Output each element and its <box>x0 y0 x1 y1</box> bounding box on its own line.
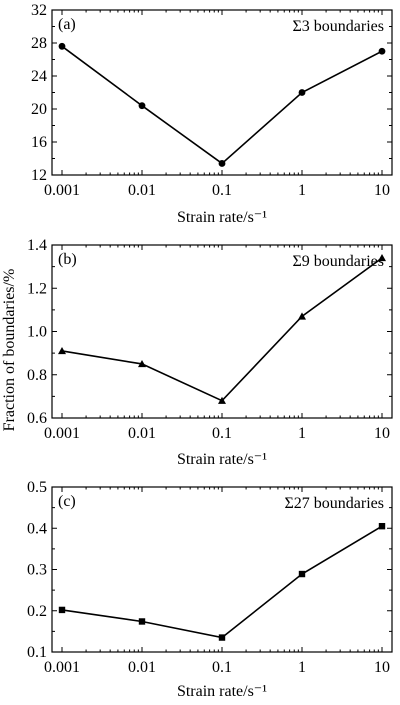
x-tick-label: 10 <box>374 425 390 442</box>
y-tick-label: 1.2 <box>27 280 47 297</box>
x-tick-label: 0.001 <box>44 182 80 199</box>
data-point <box>298 312 306 320</box>
series-label: Σ9 boundaries <box>292 253 384 270</box>
data-point <box>218 160 226 167</box>
y-tick-label: 20 <box>31 101 47 118</box>
y-tick-label: 0.1 <box>27 644 47 661</box>
data-point <box>218 634 226 641</box>
data-point <box>378 47 386 55</box>
y-tick-label: 0.6 <box>27 410 47 427</box>
data-point <box>58 346 66 355</box>
data-point <box>378 522 386 530</box>
x-tick-label: 1 <box>298 182 306 199</box>
y-tick-label: 28 <box>31 35 47 52</box>
y-tick-label: 1.0 <box>27 324 47 341</box>
chart-panel-1: 12 16 20 24 28 32 0.001 0.01 0.1 1 10 Strain rate/s… <box>31 2 393 226</box>
x-tick-label: 1 <box>298 659 306 676</box>
y-tick-label: 1.4 <box>27 237 47 254</box>
x-tick-label: 0.01 <box>128 659 156 676</box>
y-tick-label: 12 <box>31 167 47 184</box>
x-axis-label: Strain rate/s⁻¹ <box>177 451 267 468</box>
plot-frame <box>51 244 393 419</box>
y-axis-title: Fraction of boundaries/% <box>1 269 18 432</box>
series-line <box>61 257 383 402</box>
x-tick-label: 1 <box>298 425 306 442</box>
x-tick-label: 0.01 <box>128 425 156 442</box>
data-point <box>58 42 66 50</box>
data-point <box>298 89 306 96</box>
data-point <box>298 570 306 578</box>
data-point <box>58 606 66 614</box>
data-point <box>138 618 146 625</box>
y-tick-label: 0.5 <box>27 479 47 496</box>
panel-label: (c) <box>58 493 76 510</box>
panel-label: (a) <box>58 16 76 33</box>
x-tick-label: 0.1 <box>212 425 232 442</box>
x-tick-label: 0.01 <box>128 182 156 199</box>
series-label: Σ3 boundaries <box>292 18 384 35</box>
data-point <box>218 396 226 404</box>
series-label: Σ27 boundaries <box>284 495 384 512</box>
y-tick-label: 32 <box>31 2 47 19</box>
y-tick-label: 0.4 <box>27 520 47 537</box>
x-axis-label: Strain rate/s⁻¹ <box>177 209 267 226</box>
x-tick-label: 10 <box>374 659 390 676</box>
series-line <box>61 45 383 165</box>
y-tick-label: 24 <box>31 68 47 85</box>
y-tick-label: 0.8 <box>27 367 47 384</box>
data-point <box>138 359 146 368</box>
x-tick-label: 10 <box>374 182 390 199</box>
data-point <box>378 253 386 262</box>
x-tick-label: 0.1 <box>212 182 232 199</box>
x-tick-label: 0.001 <box>44 659 80 676</box>
chart-panel-2: 0.6 0.8 1.0 1.2 1.4 0.001 0.01 0.1 1 10 Strain rat… <box>27 237 393 468</box>
x-tick-label: 0.001 <box>44 425 80 442</box>
panel-label: (b) <box>58 251 77 268</box>
data-point <box>138 102 146 110</box>
chart-panel-3: 0.1 0.2 0.3 0.4 0.5 0.001 0.01 0.1 1 10 Strain rat… <box>27 479 393 700</box>
x-tick-label: 0.1 <box>212 659 232 676</box>
y-tick-label: 0.3 <box>27 562 47 579</box>
x-axis-label: Strain rate/s⁻¹ <box>177 683 267 700</box>
y-tick-label: 0.2 <box>27 603 47 620</box>
series-line <box>61 525 383 639</box>
y-tick-label: 16 <box>31 134 47 151</box>
